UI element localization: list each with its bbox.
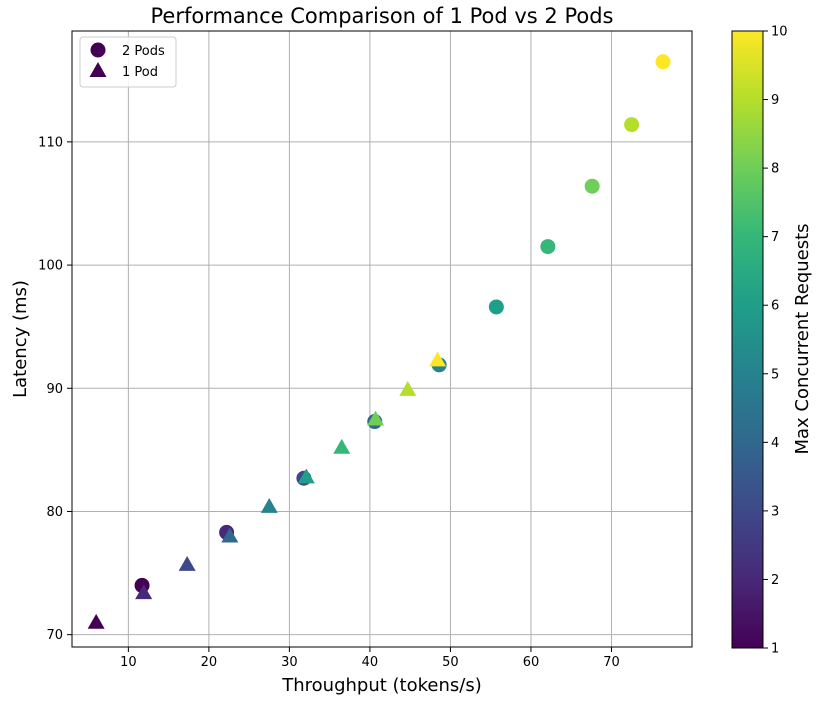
x-tick-label: 20 — [201, 655, 218, 670]
colorbar-tick-label: 10 — [771, 25, 788, 40]
y-tick-label: 110 — [38, 135, 63, 150]
colorbar-tick-label: 3 — [771, 504, 779, 519]
y-tick-label: 70 — [46, 628, 63, 643]
data-point-1-pod — [87, 613, 105, 629]
legend-circle-marker — [90, 42, 106, 58]
data-point-1-pod — [221, 527, 239, 543]
colorbar-label: Max Concurrent Requests — [792, 223, 813, 454]
plot-area-frame — [71, 30, 693, 648]
data-point-1-pod — [297, 468, 315, 484]
chart-title: Performance Comparison of 1 Pod vs 2 Pod… — [151, 4, 614, 28]
data-point-2-pods — [584, 178, 600, 194]
legend-label-1-pod: 1 Pod — [122, 65, 158, 80]
colorbar-tick-label: 5 — [771, 367, 779, 382]
colorbar-tick-label: 6 — [771, 299, 779, 314]
x-tick-label: 30 — [281, 655, 298, 670]
x-tick-label: 50 — [442, 655, 459, 670]
data-point-1-pod — [429, 351, 447, 367]
x-tick-label: 70 — [603, 655, 620, 670]
x-tick-label: 40 — [362, 655, 379, 670]
x-axis-label: Throughput (tokens/s) — [281, 675, 481, 696]
data-point-2-pods — [540, 239, 556, 255]
grid-lines — [72, 31, 692, 647]
colorbar-tick-label: 7 — [771, 230, 779, 245]
legend-triangle-marker — [89, 62, 107, 77]
data-point-1-pod — [333, 438, 351, 454]
data-point-1-pod — [135, 584, 153, 600]
data-point-1-pod — [178, 555, 196, 571]
data-point-1-pod — [399, 381, 417, 396]
colorbar-ticks: 1 2 3 4 5 6 7 8 9 10 — [763, 25, 788, 657]
colorbar-tick-label: 2 — [771, 573, 779, 588]
y-axis-label: Latency (ms) — [10, 280, 31, 398]
legend: 2 Pods 1 Pod — [79, 36, 177, 88]
colorbar — [731, 30, 764, 649]
colorbar-tick-label: 4 — [771, 436, 779, 451]
y-tick-label: 100 — [38, 259, 63, 274]
y-tick-label: 90 — [46, 382, 63, 397]
data-point-2-pods — [488, 299, 504, 315]
data-point-2-pods — [624, 117, 640, 133]
y-axis-ticks: 70 80 90 100 110 — [38, 135, 72, 643]
x-tick-label: 10 — [120, 655, 137, 670]
colorbar-tick-label: 9 — [771, 93, 779, 108]
data-points — [87, 54, 671, 629]
data-point-1-pod — [367, 410, 385, 426]
colorbar-tick-label: 1 — [771, 642, 779, 657]
legend-label-2-pods: 2 Pods — [122, 44, 165, 59]
y-tick-label: 80 — [46, 505, 63, 520]
data-point-2-pods — [655, 54, 671, 70]
x-axis-ticks: 10 20 30 40 50 60 70 — [120, 647, 620, 670]
colorbar-tick-label: 8 — [771, 162, 779, 177]
data-point-1-pod — [260, 498, 278, 513]
x-tick-label: 60 — [523, 655, 540, 670]
